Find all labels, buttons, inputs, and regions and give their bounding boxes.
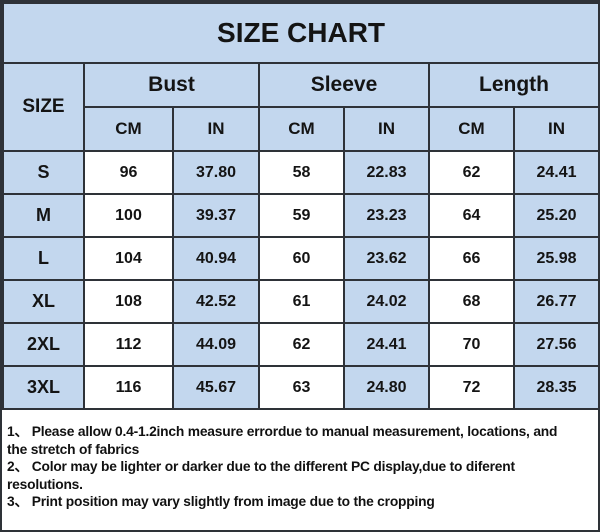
size-label: XL — [2, 279, 85, 324]
column-group-length: Length — [427, 62, 598, 108]
title-row: SIZE CHART — [2, 2, 598, 64]
bust-in-value: 40.94 — [172, 236, 260, 281]
bust-cm-value: 96 — [83, 150, 174, 195]
bust-in-value: 45.67 — [172, 365, 260, 410]
length-cm-value: 72 — [428, 365, 515, 410]
sleeve-cm-value: 63 — [258, 365, 345, 410]
size-label: 2XL — [2, 322, 85, 367]
length-cm-value: 66 — [428, 236, 515, 281]
bust-in-value: 37.80 — [172, 150, 260, 195]
size-label: 3XL — [2, 365, 85, 410]
length-cm-value: 64 — [428, 193, 515, 238]
unit-header-sleeve-in: IN — [343, 106, 430, 152]
bust-cm-value: 100 — [83, 193, 174, 238]
sleeve-in-value: 23.23 — [343, 193, 430, 238]
unit-header-bust-cm: CM — [83, 106, 174, 152]
length-in-value: 28.35 — [512, 365, 598, 410]
bust-in-value: 39.37 — [172, 193, 260, 238]
bust-cm-value: 116 — [83, 365, 174, 410]
column-header-size: SIZE — [2, 62, 85, 152]
unit-header-length-in: IN — [512, 106, 598, 152]
unit-header-length-cm: CM — [428, 106, 515, 152]
unit-header-bust-in: IN — [172, 106, 260, 152]
sleeve-in-value: 24.80 — [343, 365, 430, 410]
length-in-value: 24.41 — [512, 150, 598, 195]
length-cm-value: 62 — [428, 150, 515, 195]
column-group-sleeve: Sleeve — [258, 62, 430, 108]
table-row-s: S 96 37.80 58 22.83 62 24.41 — [2, 150, 598, 195]
group-header-row: SIZE Bust Sleeve Length — [2, 62, 598, 152]
bust-cm-value: 112 — [83, 322, 174, 367]
bust-cm-value: 104 — [83, 236, 174, 281]
length-cm-value: 68 — [428, 279, 515, 324]
length-in-value: 26.77 — [512, 279, 598, 324]
sleeve-cm-value: 59 — [258, 193, 345, 238]
sleeve-cm-value: 60 — [258, 236, 345, 281]
size-chart-table: SIZE CHART SIZE Bust Sleeve Length CM IN… — [2, 2, 598, 410]
bust-in-value: 44.09 — [172, 322, 260, 367]
table-row-2xl: 2XL 112 44.09 62 24.41 70 27.56 — [2, 322, 598, 367]
bust-in-value: 42.52 — [172, 279, 260, 324]
length-in-value: 25.98 — [512, 236, 598, 281]
note-line-3: 2、 Color may be lighter or darker due to… — [7, 459, 515, 475]
unit-header-row: CM IN CM IN CM IN — [3, 106, 598, 152]
page-title: SIZE CHART — [2, 2, 598, 64]
sleeve-cm-value: 62 — [258, 322, 345, 367]
note-line-2: the stretch of fabrics — [7, 441, 140, 457]
note-line-1: 1、 Please allow 0.4-1.2inch measure erro… — [7, 424, 558, 439]
note-line-5: 3、 Print position may vary slightly from… — [7, 494, 435, 510]
size-label: L — [2, 236, 85, 281]
size-label: S — [2, 150, 85, 195]
sleeve-in-value: 22.83 — [343, 150, 430, 195]
sleeve-in-value: 24.41 — [343, 322, 430, 367]
table-row-xl: XL 108 42.52 61 24.02 68 26.77 — [2, 279, 598, 324]
column-group-bust: Bust — [83, 62, 260, 108]
unit-header-sleeve-cm: CM — [258, 106, 345, 152]
disclaimer-notes: 1、 Please allow 0.4-1.2inch measure erro… — [2, 410, 598, 511]
length-cm-value: 70 — [428, 322, 515, 367]
table-row-3xl: 3XL 116 45.67 63 24.80 72 28.35 — [2, 365, 598, 410]
length-in-value: 27.56 — [512, 322, 598, 367]
note-line-4: resolutions. — [7, 476, 83, 492]
length-in-value: 25.20 — [512, 193, 598, 238]
size-label: M — [2, 193, 85, 238]
bust-cm-value: 108 — [83, 279, 174, 324]
table-row-m: M 100 39.37 59 23.23 64 25.20 — [2, 193, 598, 238]
table-row-l: L 104 40.94 60 23.62 66 25.98 — [2, 236, 598, 281]
sleeve-cm-value: 58 — [258, 150, 345, 195]
sleeve-in-value: 24.02 — [343, 279, 430, 324]
sleeve-in-value: 23.62 — [343, 236, 430, 281]
sleeve-cm-value: 61 — [258, 279, 345, 324]
